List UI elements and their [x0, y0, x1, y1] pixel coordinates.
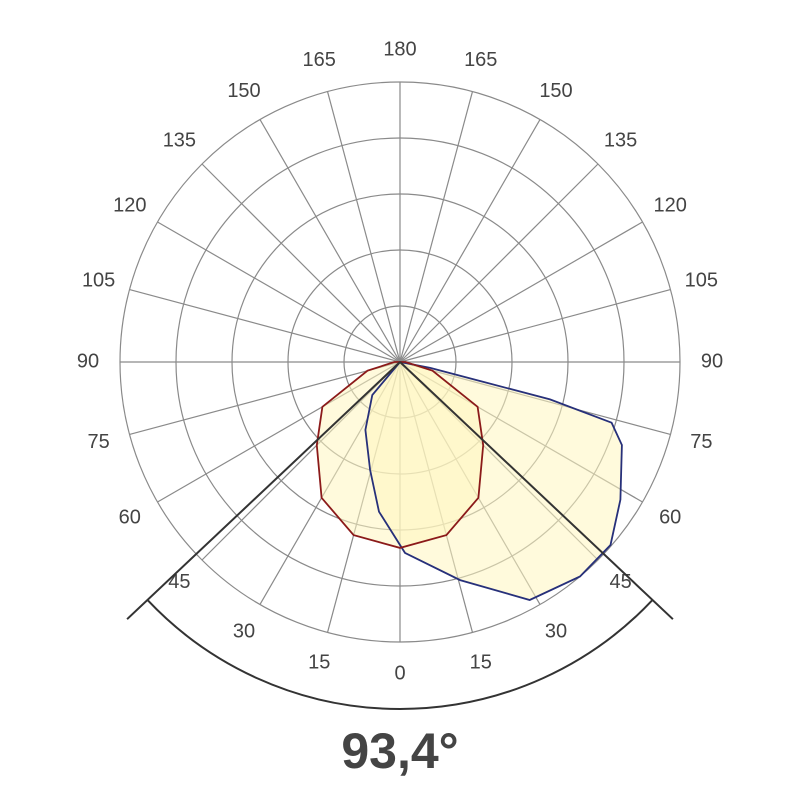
area-fill [316, 362, 484, 548]
angle-tick-label: 135 [163, 130, 196, 152]
angle-tick-label: 165 [464, 49, 497, 71]
angle-tick-label: 120 [654, 194, 687, 216]
angle-tick-label: 45 [168, 571, 190, 593]
grid-spoke [157, 221, 401, 363]
grid-spoke [259, 119, 401, 363]
angle-tick-label: 30 [545, 620, 567, 642]
grid-spoke [129, 288, 401, 363]
angle-tick-label: 15 [308, 652, 330, 674]
angle-tick-label: 75 [88, 431, 110, 453]
angle-tick-label: 105 [685, 270, 718, 292]
angle-tick-label: 165 [303, 49, 336, 71]
angle-tick-label: 120 [113, 194, 146, 216]
grid-spoke [399, 119, 541, 363]
angle-tick-label: 135 [604, 130, 637, 152]
beam-line [126, 361, 401, 620]
grid-spoke [399, 221, 643, 363]
intensity-curve [315, 361, 485, 549]
grid-spoke [201, 163, 401, 363]
angle-tick-label: 45 [609, 571, 631, 593]
angle-tick-label: 30 [233, 620, 255, 642]
beam-angle-label: 93,4° [341, 723, 458, 779]
beam-arc [146, 599, 654, 710]
angle-tick-label: 0 [394, 662, 405, 684]
intensity-curve [364, 361, 623, 601]
angle-tick-label: 90 [77, 350, 99, 372]
grid-spoke [326, 91, 401, 363]
angle-tick-label: 75 [690, 431, 712, 453]
angle-tick-label: 60 [659, 506, 681, 528]
grid-spoke [399, 163, 599, 363]
angle-tick-label: 180 [383, 38, 416, 60]
angle-tick-label: 150 [539, 80, 572, 102]
beam-line [399, 361, 674, 620]
grid-spoke [399, 91, 474, 363]
angle-tick-label: 90 [701, 350, 723, 372]
angle-tick-label: 150 [227, 80, 260, 102]
angle-tick-label: 15 [470, 652, 492, 674]
grid-spoke [399, 288, 671, 363]
angle-tick-label: 105 [82, 270, 115, 292]
angle-tick-label: 60 [119, 506, 141, 528]
grid-spoke [129, 361, 401, 436]
